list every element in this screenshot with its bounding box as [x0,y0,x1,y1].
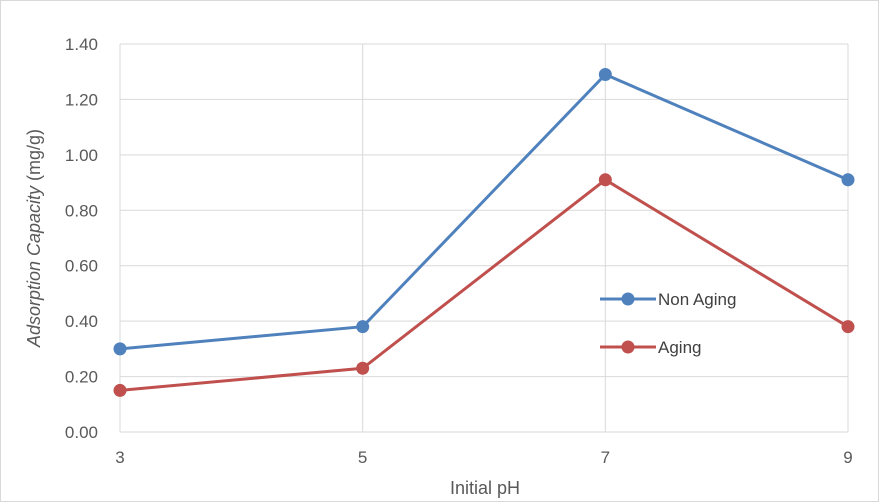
data-point [598,67,612,81]
y-tick-label: 0.60 [65,257,98,276]
data-point [598,173,612,187]
x-axis-title: Initial pH [450,478,520,498]
data-point [113,383,127,397]
data-point [113,342,127,356]
legend-label: Aging [658,338,701,357]
y-axis-title-main: Adsorption Capacity [24,185,44,348]
legend-swatch-marker [621,340,635,354]
x-tick-labels: 3 5 7 9 [115,448,852,467]
data-series [113,67,855,397]
y-tick-label: 1.20 [65,90,98,109]
y-tick-label: 1.00 [65,146,98,165]
x-tick-label: 5 [358,448,367,467]
x-tick-label: 3 [115,448,124,467]
series-line-1 [119,72,849,351]
y-tick-label: 0.20 [65,368,98,387]
y-axis-title-unit: (mg/g) [24,129,44,186]
x-tick-label: 7 [601,448,610,467]
gridlines [119,43,849,433]
legend-label: Non Aging [658,290,736,309]
data-point [356,320,370,334]
y-tick-label: 0.40 [65,312,98,331]
series-line-2 [119,178,849,392]
legend-swatch-marker [621,292,635,306]
data-point [356,361,370,375]
y-tick-labels: 0.00 0.20 0.40 0.60 0.80 1.00 1.20 1.40 [65,35,98,442]
y-tick-label: 0.80 [65,201,98,220]
legend: Non Aging Aging [600,290,736,357]
data-point [841,173,855,187]
y-tick-label: 0.00 [65,423,98,442]
data-point [841,320,855,334]
y-tick-label: 1.40 [65,35,98,54]
x-tick-label: 9 [843,448,852,467]
y-axis-title: Adsorption Capacity (mg/g) [24,129,44,348]
